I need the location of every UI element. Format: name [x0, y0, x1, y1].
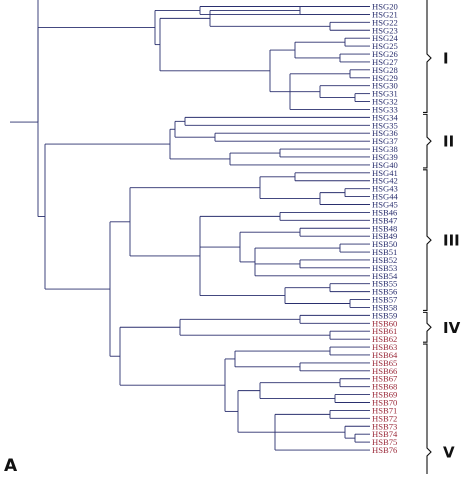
leaf-label: HSB62 — [372, 334, 397, 344]
leaf-label: HSB72 — [372, 413, 397, 423]
leaf-label: HSB63 — [372, 342, 397, 352]
leaf-label: HSG29 — [372, 73, 398, 83]
leaf-label: HSB60 — [372, 318, 397, 328]
leaf-label: HSB51 — [372, 247, 397, 257]
leaf-label: HSB47 — [372, 215, 398, 225]
cluster-bracket — [423, 343, 432, 479]
leaf-label: HSB71 — [372, 405, 397, 415]
leaf-label: HSG23 — [372, 25, 398, 35]
leaf-label: HSB74 — [372, 429, 398, 439]
cluster-bracket — [423, 169, 432, 312]
leaf-label: HSG39 — [372, 152, 398, 162]
leaf-label: HSG28 — [372, 65, 398, 75]
leaf-label: HSG35 — [372, 120, 398, 130]
leaf-label: HSG20 — [372, 2, 398, 12]
leaf-labels: HSG20HSG21HSG22HSG23HSG24HSG25HSG26HSG27… — [372, 2, 398, 456]
leaf-label: HSB67 — [372, 374, 398, 384]
leaf-label: HSB55 — [372, 279, 397, 289]
leaf-label: HSG34 — [372, 112, 398, 122]
leaf-label: HSB70 — [372, 398, 397, 408]
leaf-label: HSG43 — [372, 184, 398, 194]
leaf-label: HSG33 — [372, 104, 398, 114]
leaf-label: HSG25 — [372, 41, 398, 51]
leaf-label: HSB65 — [372, 358, 397, 368]
leaf-label: HSG32 — [372, 97, 398, 107]
leaf-label: HSB69 — [372, 390, 397, 400]
leaf-label: HSB56 — [372, 287, 398, 297]
leaf-label: HSB49 — [372, 231, 397, 241]
leaf-label: HSG22 — [372, 17, 398, 27]
leaf-label: HSG37 — [372, 136, 398, 146]
leaf-label: HSG31 — [372, 89, 398, 99]
cluster-label: IV — [443, 319, 461, 337]
leaf-label: HSB52 — [372, 255, 397, 265]
panel-label: A — [4, 456, 18, 474]
cluster-bracket — [423, 311, 432, 343]
leaf-label: HSG24 — [372, 33, 398, 43]
cluster-label: III — [443, 232, 460, 250]
leaf-label: HSB73 — [372, 421, 397, 431]
cluster-label: V — [443, 444, 455, 462]
leaf-label: HSB75 — [372, 437, 397, 447]
leaf-label: HSB66 — [372, 366, 398, 376]
leaf-label: HSB46 — [372, 207, 398, 217]
leaf-label: HSG42 — [372, 176, 398, 186]
leaf-label: HSG21 — [372, 9, 398, 19]
tree-branches — [10, 0, 370, 451]
leaf-label: HSG30 — [372, 81, 398, 91]
leaf-label: HSG27 — [372, 57, 398, 67]
leaf-label: HSB61 — [372, 326, 397, 336]
leaf-label: HSG44 — [372, 192, 398, 202]
cluster-bracket — [423, 113, 432, 169]
cluster-label: II — [443, 133, 454, 151]
leaf-label: HSG45 — [372, 200, 398, 210]
leaf-label: HSB58 — [372, 302, 397, 312]
leaf-label: HSB50 — [372, 239, 397, 249]
leaf-label: HSB76 — [372, 445, 398, 455]
leaf-label: HSB68 — [372, 382, 397, 392]
leaf-label: HSG38 — [372, 144, 398, 154]
leaf-label: HSB57 — [372, 295, 398, 305]
leaf-label: HSB64 — [372, 350, 398, 360]
cluster-label: I — [443, 49, 449, 67]
leaf-label: HSB54 — [372, 271, 398, 281]
leaf-label: HSB53 — [372, 263, 397, 273]
leaf-label: HSB59 — [372, 310, 397, 320]
leaf-label: HSG41 — [372, 168, 398, 178]
leaf-label: HSG40 — [372, 160, 398, 170]
leaf-label: HSG36 — [372, 128, 398, 138]
cluster-bracket — [423, 0, 432, 114]
leaf-label: HSG26 — [372, 49, 398, 59]
leaf-label: HSB48 — [372, 223, 397, 233]
